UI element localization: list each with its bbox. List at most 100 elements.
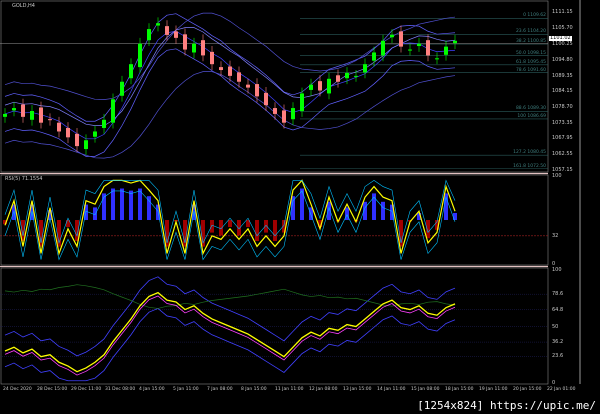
oscillator-scale-label: 64.8 xyxy=(552,306,564,313)
fib-level-label: 38.2 1100.85 xyxy=(515,39,546,45)
price-scale-label: 1105.70 xyxy=(552,24,573,31)
oscillator-scale-label: 23.6 xyxy=(552,353,564,360)
time-axis-label: 12 Jan 08:00 xyxy=(309,387,338,392)
price-scale-label: 1094.80 xyxy=(552,56,573,63)
candle-body xyxy=(435,58,439,60)
candle-body xyxy=(48,119,52,121)
rsi-histogram-bar xyxy=(318,220,322,227)
rsi-histogram-bar xyxy=(300,188,304,220)
candle-body xyxy=(3,113,7,117)
rsi-histogram-bar xyxy=(417,213,421,220)
candle-body xyxy=(111,99,115,123)
time-axis-label: 7 Jan 08:00 xyxy=(207,387,233,392)
time-axis-label: 31 Dec 08:00 xyxy=(105,387,136,392)
rsi-histogram-bar xyxy=(363,201,367,220)
rsi-histogram-bar xyxy=(408,220,412,222)
rsi-histogram-bar xyxy=(444,193,448,220)
candle-body xyxy=(57,122,61,132)
time-axis-label: 13 Jan 15:00 xyxy=(343,387,372,392)
candle-body xyxy=(336,75,340,82)
candle-body xyxy=(147,29,151,41)
rsi-histogram-bar xyxy=(282,220,286,233)
candle-body xyxy=(12,108,16,111)
rsi-histogram-bar xyxy=(75,220,79,241)
rsi-histogram-bar xyxy=(201,220,205,247)
fib-level-label: 61.8 1095.45 xyxy=(515,59,546,65)
rsi-histogram-bar xyxy=(21,220,25,241)
rsi-histogram-bar xyxy=(264,220,268,233)
candle-body xyxy=(399,31,403,47)
rsi-histogram-bar xyxy=(237,220,241,236)
candle-body xyxy=(363,64,367,73)
time-axis-label: 5 Jan 11:00 xyxy=(173,387,199,392)
rsi-histogram-bar xyxy=(381,201,385,220)
rsi-panel-frame xyxy=(0,174,549,266)
rsi-histogram-bar xyxy=(426,220,430,239)
moving-average-band xyxy=(4,13,456,122)
rsi-histogram-bar xyxy=(255,220,259,241)
candle-body xyxy=(318,81,322,91)
oscillator-scale-label: 100 xyxy=(552,267,562,273)
candle-body xyxy=(327,78,331,94)
rsi-histogram-bar xyxy=(57,220,61,247)
moving-average-band xyxy=(4,30,456,140)
moving-average-band xyxy=(4,12,456,100)
time-axis-label: 22 Jan 01:00 xyxy=(547,387,576,392)
rsi-histogram-bar xyxy=(435,220,439,230)
rsi-histogram-bar xyxy=(39,220,43,247)
oscillator-band-lower xyxy=(4,307,456,382)
time-axis-label: 11 Jan 11:00 xyxy=(275,387,304,392)
rsi-histogram-bar xyxy=(3,220,7,225)
rsi-histogram-bar xyxy=(48,210,52,220)
rsi-histogram-bar xyxy=(246,220,250,227)
fib-level-label: 78.6 1091.60 xyxy=(515,67,546,73)
candle-body xyxy=(381,40,385,56)
candle-body xyxy=(291,108,295,120)
candle-body xyxy=(444,46,448,55)
candle-body xyxy=(120,81,124,96)
candle-body xyxy=(345,72,349,79)
rsi-scale-label: 0 xyxy=(552,261,556,267)
moving-average-band xyxy=(4,71,456,159)
candle-body xyxy=(210,51,214,65)
candle-body xyxy=(246,84,250,88)
rsi-histogram-bar xyxy=(228,220,232,227)
candle-body xyxy=(138,43,142,68)
rsi-histogram-bar xyxy=(210,220,214,233)
candle-body xyxy=(165,26,169,35)
candle-body xyxy=(93,131,97,137)
rsi-histogram-bar xyxy=(111,188,115,220)
time-axis-label: 15 Jan 08:00 xyxy=(411,387,440,392)
candle-body xyxy=(174,31,178,38)
fib-level-label: 100 1086.69 xyxy=(517,113,546,119)
candle-body xyxy=(264,92,268,106)
price-scale-label: 1073.35 xyxy=(552,119,573,126)
candle-body xyxy=(39,107,43,123)
time-axis-label: 28 Dec 15:00 xyxy=(37,387,68,392)
candle-body xyxy=(273,108,277,114)
candle-body xyxy=(192,43,196,53)
candle-body xyxy=(219,67,223,71)
candle-body xyxy=(102,119,106,128)
time-axis-label: 4 Jan 15:00 xyxy=(139,387,165,392)
candle-body xyxy=(75,133,79,147)
candle-body xyxy=(129,64,133,79)
oscillator-scale-label: 50 xyxy=(552,323,559,330)
time-axis-label: 24 Dec 2020 xyxy=(3,387,32,392)
candle-body xyxy=(255,84,259,97)
oscillator-signal-line xyxy=(4,295,456,376)
fib-level-label: 127.2 1080.45 xyxy=(513,150,546,156)
time-axis-label: 20 Jan 15:00 xyxy=(513,387,542,392)
candle-body xyxy=(300,93,304,111)
candle-body xyxy=(30,110,34,120)
time-axis-label: 14 Jan 11:00 xyxy=(377,387,406,392)
rsi-histogram-bar xyxy=(147,196,151,220)
rsi-histogram-bar xyxy=(120,188,124,220)
candle-body xyxy=(408,49,412,51)
candle-body xyxy=(282,110,286,123)
candle-body xyxy=(417,43,421,47)
rsi-label: RSI(5) 71.1554 xyxy=(5,176,43,182)
oscillator-scale-label: 78.6 xyxy=(552,291,564,298)
oscillator-panel-frame xyxy=(0,267,549,385)
